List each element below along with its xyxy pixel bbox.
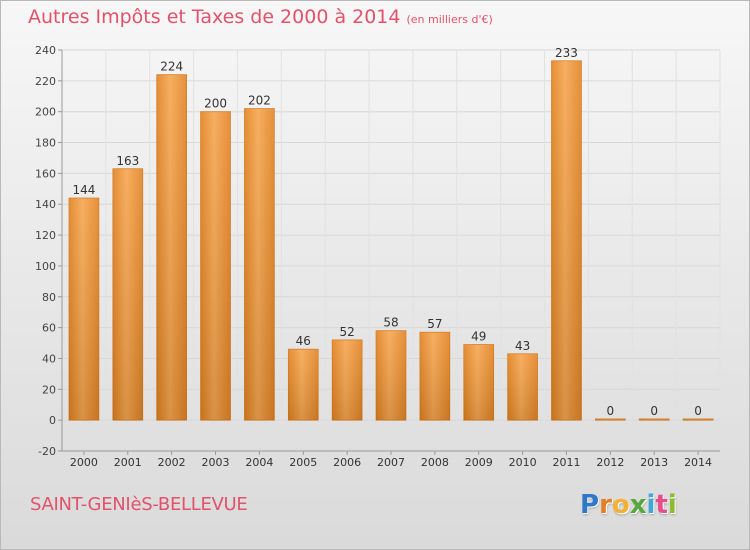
bar-shade [507, 353, 538, 421]
value-labels-layer: 144 163 224 200 202 46 52 58 57 49 43 233 0 0 0 [72, 46, 701, 418]
logo-letter: P [580, 490, 600, 520]
logo-letter: x [629, 490, 647, 520]
data-label: 233 [555, 46, 578, 60]
chart-title: Autres Impôts et Taxes de 2000 à 2014 (en… [28, 6, 493, 28]
y-tick-label: 240 [35, 44, 56, 57]
data-label: 163 [116, 154, 139, 168]
bar-shade [288, 349, 319, 421]
x-tick-label: 2008 [421, 456, 449, 469]
x-tick-label: 2004 [245, 456, 273, 469]
x-tick-label: 2003 [202, 456, 230, 469]
y-tick-label: 140 [35, 198, 56, 211]
data-label: 200 [204, 97, 227, 111]
bar-shade [69, 198, 99, 421]
y-tick-label: 220 [35, 75, 56, 88]
chart-title-text: Autres Impôts et Taxes de 2000 à 2014 [28, 6, 401, 28]
x-tick-label: 2007 [377, 456, 405, 469]
bar-shade [683, 418, 713, 421]
y-tick-label: 100 [35, 260, 56, 273]
x-tick-label: 2001 [114, 456, 142, 469]
y-tick-label: 0 [49, 414, 56, 427]
data-label: 57 [427, 317, 442, 331]
x-tick-label: 2005 [289, 456, 317, 469]
bar-shade [112, 168, 143, 421]
x-tick-label: 2010 [509, 456, 537, 469]
data-label: 0 [607, 404, 615, 418]
x-tick-label: 2012 [596, 456, 624, 469]
y-tick-label: 200 [35, 106, 56, 119]
bar-shade [463, 344, 494, 421]
x-tick-label: 2009 [465, 456, 493, 469]
axis-layer: -200204060801001201401601802002202402000… [35, 44, 720, 469]
y-tick-label: 40 [42, 352, 56, 365]
x-tick-label: 2006 [333, 456, 361, 469]
bar-shade [156, 74, 187, 421]
logo-letter: o [611, 490, 630, 520]
bar-shade [551, 60, 582, 421]
municipality-name: SAINT-GENIèS-BELLEVUE [30, 494, 248, 515]
data-label: 49 [471, 330, 486, 344]
x-tick-label: 2002 [158, 456, 186, 469]
data-label: 202 [248, 94, 271, 108]
logo-letter: i [646, 490, 656, 520]
logo-letter: r [599, 490, 612, 520]
data-label: 58 [383, 316, 398, 330]
bar-shade [595, 418, 626, 421]
x-tick-label: 2013 [640, 456, 668, 469]
y-tick-label: -20 [38, 445, 56, 458]
data-label: 46 [296, 334, 311, 348]
data-label: 224 [160, 60, 183, 74]
data-label: 0 [650, 404, 658, 418]
bar-shade [376, 330, 406, 421]
chart-subtitle: (en milliers d'€) [406, 13, 493, 26]
y-tick-label: 20 [42, 383, 56, 396]
bar-shade [244, 108, 275, 421]
bars-layer [68, 60, 714, 421]
logo-letter: i [667, 490, 677, 520]
y-tick-label: 60 [42, 322, 56, 335]
bar-shade [639, 418, 670, 421]
data-label: 52 [339, 325, 354, 339]
y-tick-label: 160 [35, 167, 56, 180]
bar-shade [332, 339, 363, 421]
x-tick-label: 2000 [70, 456, 98, 469]
logo-letter: t [655, 490, 668, 520]
x-tick-label: 2011 [552, 456, 580, 469]
data-label: 43 [515, 339, 530, 353]
data-label: 144 [72, 183, 95, 197]
x-tick-label: 2014 [684, 456, 712, 469]
data-label: 0 [694, 404, 702, 418]
y-tick-label: 180 [35, 137, 56, 150]
bar-shade [200, 111, 231, 421]
y-tick-label: 80 [42, 291, 56, 304]
bar-shade [419, 332, 450, 421]
proxiti-logo[interactable]: Proxiti [580, 490, 677, 520]
y-tick-label: 120 [35, 229, 56, 242]
